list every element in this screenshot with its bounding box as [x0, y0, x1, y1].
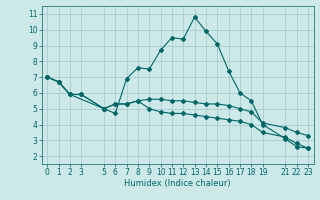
X-axis label: Humidex (Indice chaleur): Humidex (Indice chaleur): [124, 179, 231, 188]
